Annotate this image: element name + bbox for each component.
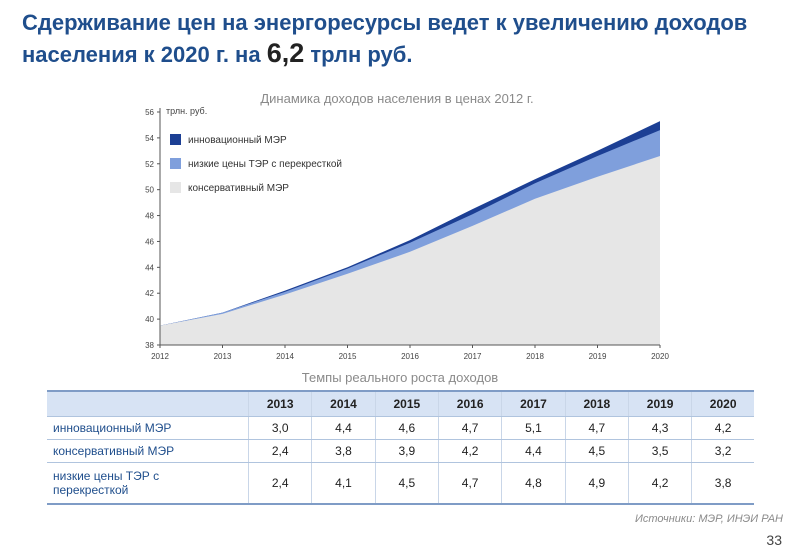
legend-swatch bbox=[170, 182, 181, 193]
x-tick-label: 2019 bbox=[589, 352, 607, 361]
table-cell: 3,8 bbox=[691, 462, 754, 505]
x-tick-label: 2014 bbox=[276, 352, 294, 361]
table-cell: 4,5 bbox=[374, 462, 439, 505]
y-tick-label: 38 bbox=[145, 341, 154, 350]
table-cell: 4,4 bbox=[501, 439, 566, 463]
table-cell: 4,3 bbox=[627, 416, 692, 440]
x-tick-label: 2015 bbox=[339, 352, 357, 361]
table-header-year: 2017 bbox=[501, 390, 566, 417]
table-cell: 2,4 bbox=[247, 439, 312, 463]
table-cell: 4,5 bbox=[564, 439, 629, 463]
y-tick-label: 48 bbox=[145, 212, 154, 221]
growth-rates-table: 2013 2014 2015 2016 2017 2018 2019 2020 … bbox=[47, 390, 754, 505]
table-cell: 4,2 bbox=[691, 416, 754, 440]
table-row: низкие цены ТЭР с перекресткой 2,4 4,1 4… bbox=[47, 462, 754, 505]
table-cell: 4,4 bbox=[311, 416, 376, 440]
legend-swatch bbox=[170, 134, 181, 145]
slide-title: Сдерживание цен на энергоресурсы ведет к… bbox=[22, 8, 782, 70]
table-header-year: 2018 bbox=[564, 390, 629, 417]
table-cell: 5,1 bbox=[501, 416, 566, 440]
table-header-year: 2019 bbox=[627, 390, 692, 417]
table-cell: 3,8 bbox=[311, 439, 376, 463]
table-cell: 3,5 bbox=[627, 439, 692, 463]
chart-title: Динамика доходов населения в ценах 2012 … bbox=[260, 91, 534, 106]
slide-title-value: 6,2 bbox=[266, 38, 305, 68]
legend-label: инновационный МЭР bbox=[188, 135, 287, 146]
row-label: консервативный МЭР bbox=[47, 439, 249, 463]
page-number: 33 bbox=[766, 532, 782, 548]
table-title: Темпы реального роста доходов bbox=[301, 370, 499, 385]
table-row: консервативный МЭР 2,4 3,8 3,9 4,2 4,4 4… bbox=[47, 439, 754, 463]
table-header-year: 2014 bbox=[311, 390, 376, 417]
x-tick-label: 2013 bbox=[214, 352, 232, 361]
table-header-corner bbox=[47, 390, 249, 417]
y-tick-label: 46 bbox=[145, 237, 154, 246]
table-cell: 4,2 bbox=[627, 462, 692, 505]
y-tick-label: 40 bbox=[145, 315, 154, 324]
table-cell: 4,9 bbox=[564, 462, 629, 505]
source-note: Источники: МЭР, ИНЭИ РАН bbox=[635, 513, 783, 525]
y-tick-label: 50 bbox=[145, 186, 154, 195]
table-cell: 4,8 bbox=[501, 462, 566, 505]
series-area bbox=[160, 156, 660, 345]
row-label: низкие цены ТЭР с перекресткой bbox=[47, 462, 249, 505]
y-tick-label: 42 bbox=[145, 289, 154, 298]
table-header-year: 2013 bbox=[247, 390, 312, 417]
table-row: инновационный МЭР 3,0 4,4 4,6 4,7 5,1 4,… bbox=[47, 416, 754, 440]
income-area-chart: 38 40 42 44 46 48 50 52 54 56 2012 2013 2014 2015 2016… bbox=[145, 106, 669, 361]
x-tick-label: 2018 bbox=[526, 352, 544, 361]
y-tick-label: 54 bbox=[145, 134, 154, 143]
table-header-row: 2013 2014 2015 2016 2017 2018 2019 2020 bbox=[47, 390, 754, 417]
table-cell: 3,2 bbox=[691, 439, 754, 463]
row-label-text: низкие цены ТЭР с перекресткой bbox=[53, 469, 160, 497]
slide-title-text: Сдерживание цен на энергоресурсы ведет к… bbox=[22, 10, 748, 67]
table-cell: 4,7 bbox=[437, 462, 502, 505]
table-cell: 4,2 bbox=[437, 439, 502, 463]
legend-label: низкие цены ТЭР с перекресткой bbox=[188, 159, 342, 170]
table-cell: 3,0 bbox=[247, 416, 312, 440]
y-axis-label: трлн. руб. bbox=[166, 106, 207, 116]
legend-swatch bbox=[170, 158, 181, 169]
table-cell: 4,1 bbox=[311, 462, 376, 505]
y-tick-label: 44 bbox=[145, 263, 154, 272]
x-tick-label: 2012 bbox=[151, 352, 169, 361]
y-tick-label: 52 bbox=[145, 160, 154, 169]
table-cell: 2,4 bbox=[247, 462, 312, 505]
row-label: инновационный МЭР bbox=[47, 416, 249, 440]
legend-label: консервативный МЭР bbox=[188, 183, 289, 194]
table-cell: 4,6 bbox=[374, 416, 439, 440]
table-cell: 3,9 bbox=[374, 439, 439, 463]
table-header-year: 2020 bbox=[691, 390, 754, 417]
table-cell: 4,7 bbox=[437, 416, 502, 440]
x-tick-label: 2017 bbox=[464, 352, 482, 361]
table-header-year: 2016 bbox=[437, 390, 502, 417]
slide-title-unit: трлн руб. bbox=[304, 42, 413, 67]
y-tick-label: 56 bbox=[145, 108, 154, 117]
table-cell: 4,7 bbox=[564, 416, 629, 440]
x-tick-label: 2020 bbox=[651, 352, 669, 361]
table-header-year: 2015 bbox=[374, 390, 439, 417]
x-tick-label: 2016 bbox=[401, 352, 419, 361]
